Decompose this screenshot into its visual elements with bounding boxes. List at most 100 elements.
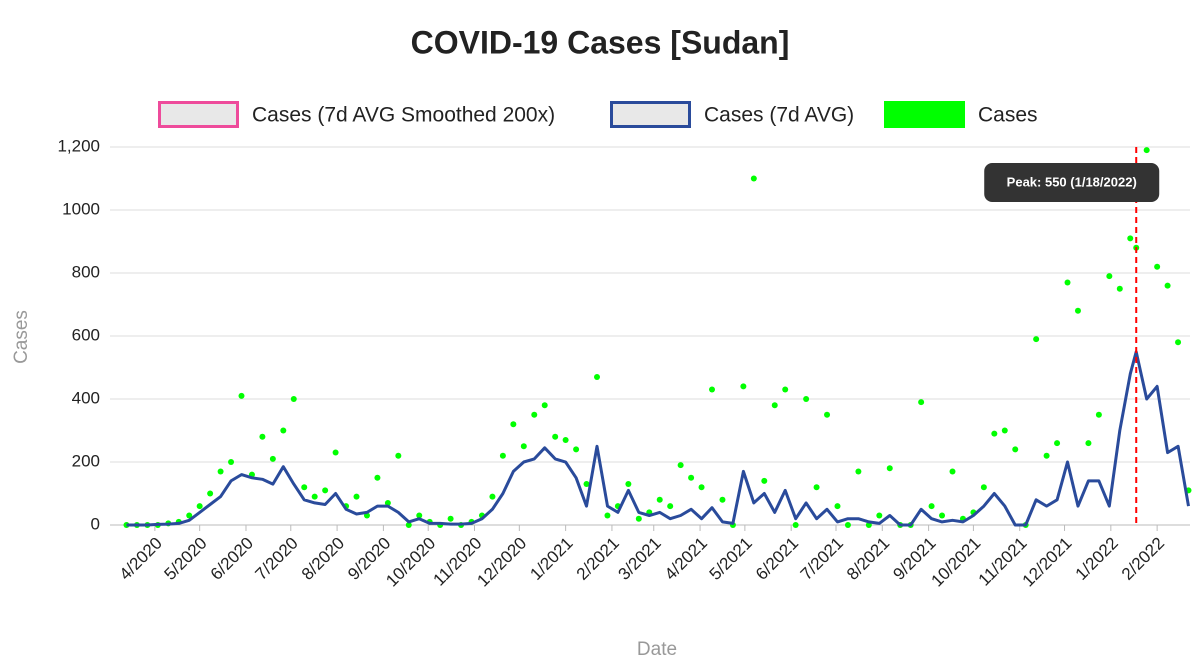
case-point [844, 522, 851, 528]
case-point [803, 396, 810, 402]
case-point [677, 462, 684, 469]
case-point [353, 493, 360, 500]
case-point [1033, 336, 1040, 343]
case-point [311, 493, 318, 500]
x-tick-label: 7/2021 [797, 534, 847, 584]
x-tick-label: 1/2021 [526, 534, 576, 584]
x-tick-label: 8/2021 [843, 534, 893, 584]
x-tick-label: 3/2021 [615, 534, 665, 584]
y-tick-label: 400 [72, 388, 100, 407]
case-point [562, 436, 569, 443]
x-tick-label: 6/2020 [207, 534, 257, 584]
case-point [688, 474, 695, 481]
case-point [667, 503, 674, 510]
case-point [1074, 307, 1081, 314]
case-point [855, 468, 862, 475]
y-tick-label: 800 [72, 262, 100, 281]
peak-tooltip-text: Peak: 550 (1/18/2022) [1007, 174, 1137, 189]
case-point [991, 430, 998, 437]
case-point [1154, 263, 1161, 270]
case-point [510, 421, 517, 428]
case-point [384, 499, 391, 506]
x-tick-label: 6/2021 [752, 534, 802, 584]
x-tick-label: 12/2020 [473, 534, 530, 591]
x-tick-label: 1/2022 [1072, 534, 1122, 584]
case-point [541, 402, 548, 409]
case-point [593, 373, 600, 380]
case-point [1043, 452, 1050, 459]
y-tick-label: 1000 [62, 199, 100, 218]
case-point [709, 386, 716, 393]
legend-label: Cases [978, 104, 1038, 127]
case-point [604, 512, 611, 519]
case-point [186, 512, 193, 519]
chart-title: COVID-19 Cases [Sudan] [411, 24, 790, 60]
x-tick-label: 12/2021 [1019, 534, 1076, 591]
case-point [740, 383, 747, 390]
case-point [280, 427, 287, 434]
case-point [290, 396, 297, 402]
case-point [531, 411, 538, 418]
case-point [259, 433, 266, 440]
case-point [928, 503, 935, 510]
case-point [332, 449, 339, 456]
x-tick-label: 2/2021 [573, 534, 623, 584]
x-tick-label: 7/2020 [252, 534, 302, 584]
case-point [1054, 440, 1061, 447]
legend-swatch [884, 101, 965, 128]
y-axis-label: Cases [11, 310, 32, 364]
case-point [1143, 147, 1150, 154]
case-point [949, 468, 956, 475]
case-point [228, 459, 235, 465]
case-point [1095, 411, 1102, 418]
case-point [750, 175, 757, 182]
x-tick-label: 5/2021 [706, 534, 756, 584]
case-point [1164, 282, 1171, 289]
case-point [635, 515, 642, 522]
case-point [416, 512, 423, 519]
case-point [625, 481, 632, 488]
case-point [1175, 339, 1182, 346]
y-tick-label: 0 [91, 514, 100, 533]
case-point [583, 481, 590, 488]
avg-line [126, 350, 1190, 527]
case-point [918, 399, 925, 406]
case-point [939, 512, 946, 519]
case-point [886, 465, 893, 472]
x-tick-label: 8/2020 [298, 534, 348, 584]
case-point [405, 522, 412, 528]
case-point [520, 443, 527, 450]
legend-swatch [158, 101, 239, 128]
case-point [238, 392, 245, 399]
case-point [374, 474, 381, 481]
case-point [824, 411, 831, 418]
case-point [698, 484, 705, 491]
case-point [792, 522, 799, 528]
case-point [1001, 427, 1008, 434]
legend-label: Cases (7d AVG Smoothed 200x) [252, 104, 555, 127]
x-tick-label: 10/2020 [382, 534, 439, 591]
case-point [1127, 235, 1134, 242]
case-point [1064, 279, 1071, 286]
x-tick-label: 10/2021 [928, 534, 985, 591]
case-point [489, 493, 496, 500]
case-point [1012, 446, 1019, 453]
case-point [813, 484, 820, 491]
case-point [656, 496, 663, 503]
case-point [499, 452, 506, 459]
x-tick-label: 2/2022 [1118, 534, 1168, 584]
case-point [719, 496, 726, 503]
case-point [834, 503, 841, 510]
case-point [782, 386, 789, 393]
case-point [552, 433, 559, 440]
x-axis-label: Date [637, 639, 677, 660]
legend-swatch [610, 101, 691, 128]
x-tick-label: 5/2020 [160, 534, 210, 584]
case-point [207, 490, 214, 497]
case-point [573, 446, 580, 453]
case-point [322, 487, 329, 494]
case-point [196, 503, 203, 510]
case-point [876, 512, 883, 519]
case-point [771, 402, 778, 409]
